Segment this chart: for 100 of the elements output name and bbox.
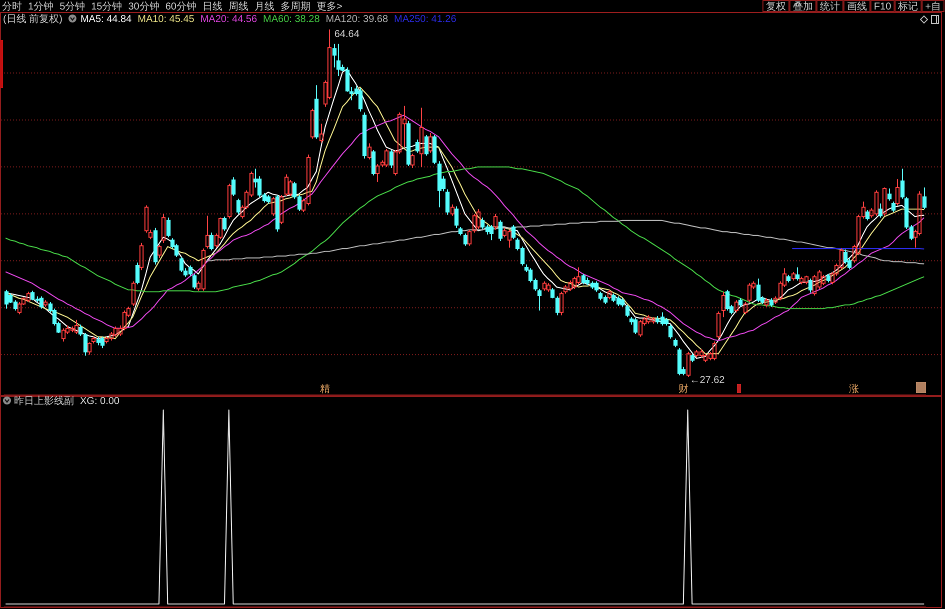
annotation: 64.64 [334, 28, 360, 40]
candlestick [266, 194, 271, 204]
candlestick [922, 187, 927, 210]
candlestick [882, 187, 887, 216]
toolbar-button: 画线 [843, 0, 870, 12]
text: MA20: 44.56 [200, 14, 258, 25]
candlestick [743, 302, 748, 315]
candlestick [100, 336, 105, 349]
candlestick [786, 274, 791, 283]
candlestick [74, 319, 79, 334]
text: MA10: 45.45 [138, 14, 195, 25]
candlestick [275, 194, 280, 232]
candlestick [39, 296, 44, 310]
candlestick [419, 107, 424, 168]
candlestick [375, 164, 380, 182]
candlestick [865, 210, 870, 221]
candlestick [384, 148, 389, 168]
candlestick [821, 274, 826, 286]
candlestick [314, 84, 319, 140]
x-tick-label: 财 [678, 383, 688, 395]
candlestick [542, 280, 547, 292]
text: 分时 1分钟 5分钟 15分钟 30分钟 60分钟 日线 周线 月线 多周期 更多> [2, 2, 342, 12]
candlestick [511, 224, 516, 240]
text: MA250: 41.26 [394, 14, 457, 25]
candlestick [498, 220, 503, 242]
candlestick [712, 340, 717, 361]
toolbar-button: F10 [870, 0, 895, 12]
candlestick [576, 266, 581, 285]
candlestick [227, 183, 232, 220]
candlestick [406, 120, 411, 166]
candlestick [336, 43, 341, 76]
candlestick [17, 302, 22, 315]
candlestick [756, 278, 761, 303]
candlestick [808, 278, 813, 294]
candlestick [166, 217, 171, 238]
candlestick [371, 149, 376, 176]
candlestick [747, 282, 752, 303]
candlestick [445, 188, 450, 216]
text: MA60: 38.28 [263, 14, 320, 25]
candlestick [581, 273, 586, 285]
candlestick [633, 318, 638, 334]
candlestick [437, 160, 442, 208]
candlestick [625, 304, 630, 318]
candlestick [43, 300, 48, 308]
toolbar-button: 统计 [816, 0, 844, 12]
chart-title: (日线 前复权) [3, 13, 62, 25]
candlestick [620, 298, 625, 308]
candlestick [891, 201, 896, 212]
candlestick [476, 208, 481, 230]
candlestick [131, 280, 136, 306]
candlestick [795, 266, 800, 281]
candlestick [878, 203, 883, 218]
candlestick [205, 215, 210, 250]
candlestick [638, 319, 643, 338]
candlestick [424, 134, 429, 156]
text: MA5: 44.84 [80, 14, 132, 25]
candlestick [236, 198, 241, 214]
candlestick [594, 280, 599, 292]
candlestick [428, 132, 433, 154]
candlestick [769, 298, 774, 308]
candlestick [153, 227, 158, 266]
candlestick [493, 213, 498, 230]
candlestick [716, 310, 721, 340]
candlestick [367, 142, 372, 160]
candlestick [415, 139, 420, 154]
text: MA120: 39.68 [326, 14, 388, 25]
candlestick [686, 351, 691, 378]
candlestick [690, 353, 695, 363]
candlestick [550, 287, 555, 299]
candlestick [410, 153, 415, 168]
x-tick-label: 精 [320, 383, 330, 395]
candlestick [895, 178, 900, 206]
candlestick [358, 88, 363, 112]
candlestick [454, 206, 459, 228]
candlestick [472, 213, 477, 234]
candlestick [826, 273, 831, 283]
candlestick [161, 213, 166, 244]
x-tick-label: 涨 [848, 383, 859, 395]
candlestick [231, 176, 236, 196]
candlestick [677, 348, 682, 376]
candlestick [389, 149, 394, 168]
candlestick [279, 194, 284, 225]
candlestick [791, 272, 796, 281]
toolbar-button: +自 [922, 0, 944, 12]
chart-title: 昨日上影线副 [14, 395, 74, 407]
candlestick [157, 244, 162, 258]
candlestick [489, 224, 494, 241]
candlestick [764, 298, 769, 308]
candlestick [139, 242, 144, 271]
candlestick [432, 134, 437, 165]
candlestick [319, 123, 324, 143]
candlestick [668, 324, 673, 340]
annotation: 复权 叠加 统计 画线 F10 标记 +自 [766, 0, 941, 12]
candlestick [61, 328, 66, 342]
toolbar-button: 复权 [762, 0, 790, 12]
candlestick [179, 256, 184, 273]
candlestick [284, 174, 289, 196]
candlestick [546, 282, 551, 292]
candlestick [463, 233, 468, 246]
toolbar-button: 标记 [894, 0, 922, 12]
